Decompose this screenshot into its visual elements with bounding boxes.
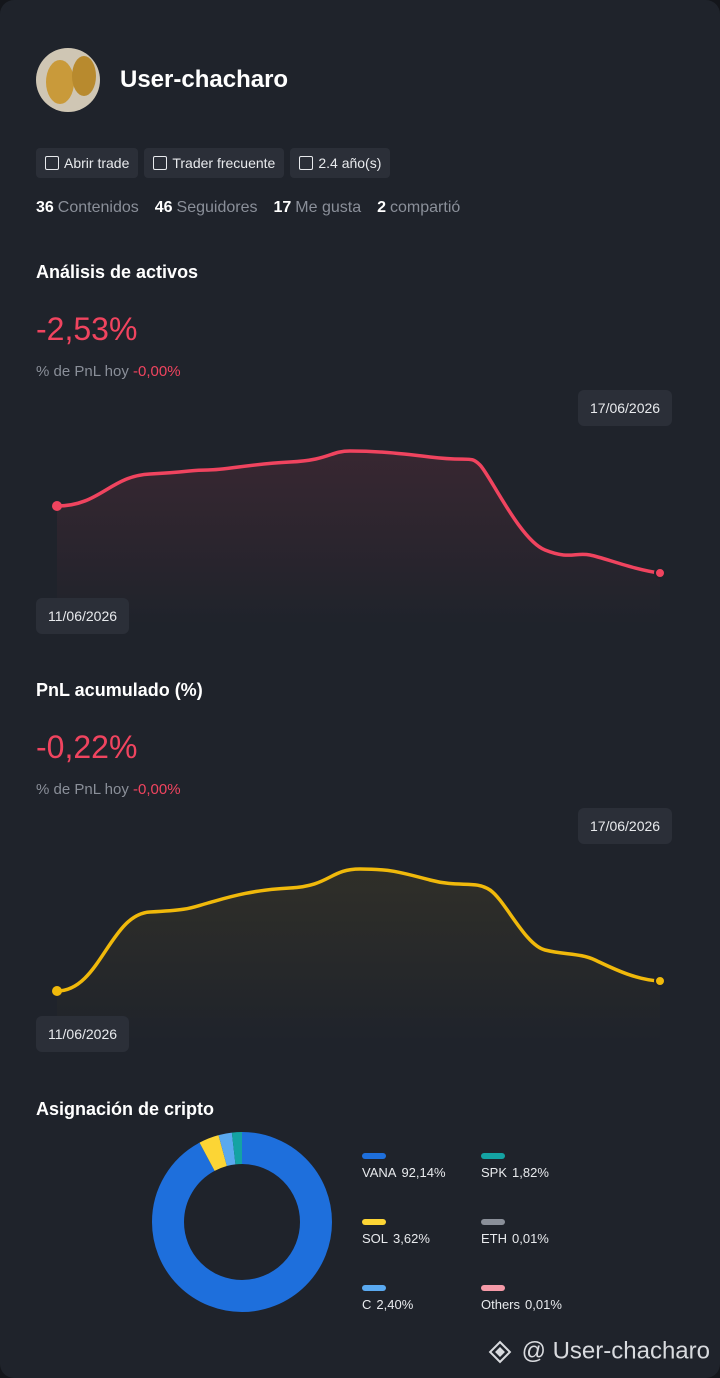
- pnl-line: [56, 867, 661, 993]
- section-title: Análisis de activos: [36, 262, 199, 282]
- logo: [488, 1340, 512, 1364]
- date-tooltip: 17/06/2026: [578, 390, 673, 426]
- legend-value: 2,40%: [376, 1297, 413, 1312]
- badge-text: 2.4 año(s): [318, 155, 382, 171]
- legend-swatch: [362, 1219, 386, 1225]
- stat-label: Seguidores: [176, 199, 258, 216]
- area: [57, 869, 660, 1043]
- badge-text: Trader frecuente: [172, 155, 276, 171]
- badge: Abrir trade: [36, 148, 139, 178]
- legend-name: SOL: [362, 1231, 388, 1246]
- legend-name: SPK: [481, 1165, 507, 1180]
- badges: Abrir trade Trader frecuente 2.4 año(s): [36, 148, 396, 178]
- donut-segment: [152, 1132, 332, 1312]
- legend-value: 92,14%: [401, 1165, 446, 1180]
- donut-segment: [152, 1132, 332, 1312]
- legend-value: 3,62%: [393, 1231, 430, 1246]
- pnl-today: % de PnL hoy -0,00%: [36, 781, 181, 798]
- stat-label: compartió: [390, 199, 461, 216]
- badge: 2.4 año(s): [290, 148, 391, 178]
- date-tooltip: 17/06/2026: [578, 808, 673, 844]
- legend-value: 0,01%: [525, 1297, 562, 1312]
- stat: 46 Seguidores: [155, 199, 258, 217]
- legend-name: Others: [481, 1297, 521, 1312]
- stat-label: Me gusta: [295, 199, 362, 216]
- legend-name: ETH: [481, 1231, 507, 1246]
- legend-label: ETH 0,01%: [481, 1231, 549, 1246]
- legend-label: SPK 1,82%: [481, 1165, 549, 1180]
- legend-label: SOL 3,62%: [362, 1231, 430, 1246]
- pnl-today: % de PnL hoy -0,00%: [36, 363, 181, 380]
- legend-label: Others 0,01%: [481, 1297, 562, 1312]
- legend-swatch: [481, 1219, 505, 1225]
- avatar-art: [72, 56, 96, 96]
- pnl-today-label: % de PnL hoy: [36, 781, 129, 798]
- legend-swatch: [481, 1153, 505, 1159]
- pnl-value: -0,22%: [36, 729, 138, 765]
- pnl-today-value: -0,00%: [133, 781, 181, 798]
- section-title: PnL acumulado (%): [36, 680, 203, 700]
- badge-text: Abrir trade: [64, 155, 130, 171]
- legend-swatch: [481, 1285, 505, 1291]
- line-end: [654, 975, 666, 987]
- pnl-today-label: % de PnL hoy: [36, 363, 129, 380]
- legend: VANA 92,14% SOL 3,62% C 2,40% SPK 1,82% ETH 0,01%…: [362, 1153, 562, 1312]
- stats: 36 Contenidos 46 Seguidores 17 Me gusta 2 co…: [36, 199, 476, 217]
- area: [57, 451, 660, 625]
- legend-swatch: [362, 1153, 386, 1159]
- legend-swatch: [362, 1285, 386, 1291]
- line-start: [52, 501, 62, 511]
- watermark: @ User-chacharo: [522, 1337, 710, 1364]
- stat: 2 compartió: [377, 199, 460, 217]
- stat-value: 17: [273, 199, 292, 216]
- stat-value: 46: [154, 199, 173, 216]
- stat: 36 Contenidos: [36, 199, 139, 217]
- legend-value: 0,01%: [512, 1231, 549, 1246]
- legend-value: 1,82%: [512, 1165, 549, 1180]
- legend-label: VANA 92,14%: [362, 1165, 446, 1180]
- line-start: [52, 986, 62, 996]
- legend-label: C 2,40%: [362, 1297, 414, 1312]
- section-title: Asignación de cripto: [36, 1099, 215, 1119]
- pnl-line: [56, 449, 661, 575]
- username: User-chacharo: [120, 66, 289, 93]
- pnl-today-value: -0,00%: [133, 363, 181, 380]
- legend-name: VANA: [362, 1165, 397, 1180]
- date-tooltip: 11/06/2026: [36, 1016, 130, 1052]
- stat: 17 Me gusta: [274, 199, 362, 217]
- line-end: [654, 567, 666, 579]
- stat-label: Contenidos: [57, 199, 139, 216]
- date-tooltip: 11/06/2026: [36, 598, 130, 634]
- stat-value: 36: [36, 199, 54, 216]
- legend-name: C: [362, 1297, 371, 1312]
- donut: [152, 1132, 332, 1312]
- badge: Trader frecuente: [144, 148, 285, 178]
- avatar-art: [46, 60, 74, 104]
- pnl-value: -2,53%: [36, 311, 138, 347]
- stat-value: 2: [377, 199, 387, 216]
